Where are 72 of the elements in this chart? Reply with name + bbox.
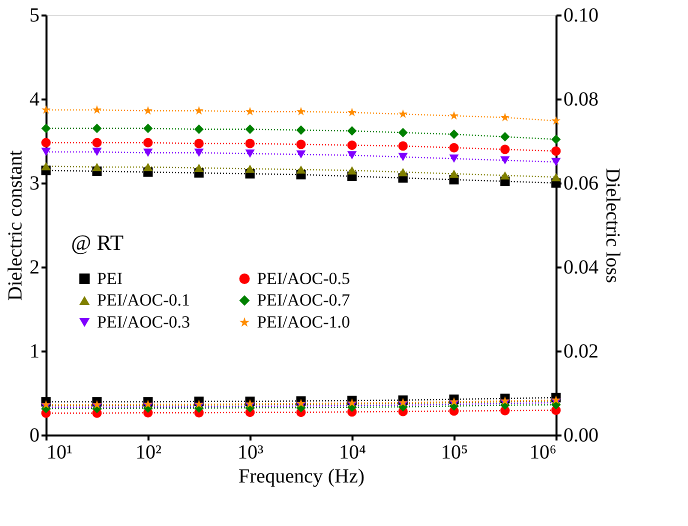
point xyxy=(194,148,204,157)
point xyxy=(398,128,408,138)
point xyxy=(500,144,510,154)
y-tick-label: 4 xyxy=(30,88,40,110)
legend-label: PEI xyxy=(97,268,123,288)
legend-label: PEI/AOC-0.3 xyxy=(97,312,190,332)
point xyxy=(449,130,459,140)
y2-tick-label: 0.02 xyxy=(564,340,598,362)
point xyxy=(194,124,204,134)
point xyxy=(398,152,408,162)
y-tick-label: 2 xyxy=(30,256,40,278)
point xyxy=(92,148,102,156)
point xyxy=(92,138,102,148)
point xyxy=(194,164,204,172)
point xyxy=(551,173,561,182)
point xyxy=(398,168,408,176)
y2-tick-label: 0.08 xyxy=(564,88,598,110)
y2-tick-label: 0.10 xyxy=(564,4,598,26)
x-axis-title: Frequency (Hz) xyxy=(238,466,365,488)
y-tick-label: 3 xyxy=(30,172,40,194)
point xyxy=(347,126,357,136)
x-tick-label: 10⁶ xyxy=(530,442,557,464)
legend-label: PEI/AOC-1.0 xyxy=(257,312,350,332)
point xyxy=(41,162,51,170)
point xyxy=(347,151,357,160)
x-tick-label: 10³ xyxy=(238,442,264,464)
y2-axis-title: Dielectric loss xyxy=(602,168,624,284)
point xyxy=(449,142,459,152)
point xyxy=(551,158,561,166)
point xyxy=(398,141,408,151)
y-axis-title: Dielectric constant xyxy=(4,150,26,301)
annotation: @ RT xyxy=(71,230,124,255)
point xyxy=(296,165,306,174)
point xyxy=(296,125,306,135)
point xyxy=(41,148,51,156)
point xyxy=(500,132,510,142)
point xyxy=(143,124,153,134)
point xyxy=(143,162,153,172)
point xyxy=(500,156,510,164)
y2-tick-label: 0.00 xyxy=(564,424,598,446)
point xyxy=(296,150,306,159)
point xyxy=(245,149,255,158)
point xyxy=(194,138,204,148)
point xyxy=(92,162,102,172)
point xyxy=(551,134,561,144)
point xyxy=(92,124,102,134)
y2-tick-label: 0.04 xyxy=(564,256,598,278)
point xyxy=(551,146,561,156)
y-tick-label: 0 xyxy=(30,424,40,446)
x-tick-label: 10⁵ xyxy=(441,442,468,464)
legend-label: PEI/AOC-0.1 xyxy=(97,290,190,310)
point xyxy=(143,148,153,157)
x-tick-label: 10² xyxy=(136,442,162,464)
point xyxy=(245,164,255,173)
point xyxy=(347,140,357,150)
point xyxy=(296,140,306,150)
x-tick-label: 10¹ xyxy=(46,442,72,464)
point xyxy=(449,154,459,163)
x-tick-label: 10⁴ xyxy=(339,442,366,464)
y2-tick-label: 0.06 xyxy=(564,172,598,194)
point xyxy=(347,166,357,175)
legend-label: PEI/AOC-0.5 xyxy=(257,268,350,288)
point xyxy=(143,138,153,148)
point xyxy=(449,170,459,178)
point xyxy=(245,124,255,134)
legend-label: PEI/AOC-0.7 xyxy=(257,290,351,310)
y-tick-label: 5 xyxy=(30,4,40,26)
y-tick-label: 1 xyxy=(30,340,40,362)
point xyxy=(245,138,255,148)
point xyxy=(41,124,51,134)
point xyxy=(500,171,510,180)
point xyxy=(41,138,51,148)
